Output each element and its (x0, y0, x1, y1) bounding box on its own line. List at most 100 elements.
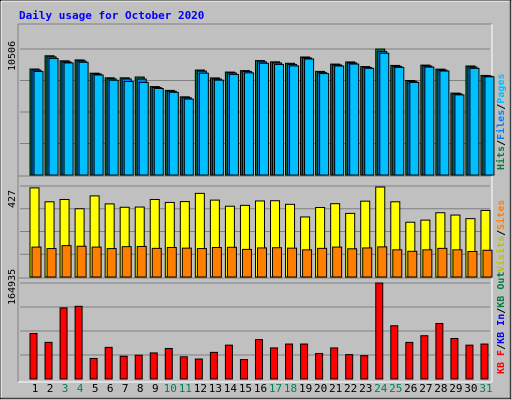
bar-sites-day-26 (407, 250, 418, 278)
day-label-4: 4 (77, 382, 84, 395)
bar-kb_f-day-13 (209, 351, 218, 380)
day-label-1: 1 (32, 382, 39, 395)
day-label-5: 5 (92, 382, 99, 395)
bar-pages-day-20 (319, 73, 330, 176)
legend-sites: Sites (495, 200, 507, 230)
bar-sites-day-11 (181, 247, 192, 278)
bar-kb_f-day-8 (134, 354, 143, 380)
bar-kb_f-day-17 (270, 347, 279, 380)
bar-kb_f-day-11 (179, 356, 188, 380)
day-label-26: 26 (404, 382, 417, 395)
bar-pages-day-27 (424, 66, 435, 176)
day-label-11: 11 (179, 382, 192, 395)
bar-pages-day-29 (454, 94, 465, 176)
bar-sites-day-24 (377, 246, 388, 278)
bar-kb_f-day-10 (164, 347, 173, 380)
bar-pages-day-4 (78, 61, 89, 176)
bar-kb_f-day-2 (44, 341, 53, 380)
panel-hits_files_pages: 10506 Hits/Files/Pages (7, 23, 507, 179)
x-axis-day-labels: 1 2 3 4 5 6 7 8 9 10 11 12 13 14 15 16 17 18 19 20 21 22 23 24 2… (32, 382, 493, 395)
bar-kb_f-day-23 (360, 355, 369, 380)
day-label-13: 13 (209, 382, 222, 395)
bar-kb_f-day-20 (315, 352, 324, 380)
bar-pages-day-13 (213, 79, 224, 176)
bar-sites-day-18 (287, 247, 298, 278)
bar-sites-day-21 (332, 246, 343, 278)
bar-kb_f-day-4 (74, 305, 83, 380)
bar-kb_f-day-6 (104, 346, 113, 380)
bar-kb_f-day-1 (29, 332, 38, 380)
day-label-23: 23 (359, 382, 372, 395)
bar-sites-day-22 (347, 248, 358, 278)
bar-pages-day-15 (243, 72, 254, 176)
bar-kb_f-day-26 (405, 341, 414, 380)
panel-legend: KB F/KB In/KB Out (496, 272, 507, 374)
bar-sites-day-1 (31, 246, 42, 278)
bar-pages-day-6 (108, 79, 119, 176)
day-label-28: 28 (434, 382, 447, 395)
bar-sites-day-19 (302, 249, 313, 278)
day-label-9: 9 (152, 382, 159, 395)
bar-pages-day-17 (274, 63, 285, 176)
day-label-16: 16 (254, 382, 267, 395)
day-label-3: 3 (62, 382, 69, 395)
bar-pages-day-9 (153, 87, 164, 176)
bar-sites-day-30 (467, 251, 478, 278)
bar-pages-day-10 (168, 91, 179, 176)
bar-pages-day-18 (289, 65, 300, 176)
bar-sites-day-9 (151, 247, 162, 278)
panel-max-label: 10506 (7, 41, 18, 71)
bar-sites-day-13 (211, 247, 222, 278)
bar-kb_f-day-24 (375, 282, 384, 380)
bar-sites-day-20 (317, 247, 328, 278)
bar-pages-day-25 (394, 66, 405, 176)
panel-kb: 164935 KB F/KB In/KB Out (7, 269, 507, 383)
bar-sites-day-8 (136, 245, 147, 278)
bar-kb_f-day-3 (59, 307, 68, 380)
legend-visits: Visits (495, 236, 507, 272)
bar-pages-day-21 (334, 65, 345, 176)
bar-kb_f-day-28 (435, 323, 444, 380)
day-label-21: 21 (329, 382, 342, 395)
day-label-30: 30 (464, 382, 477, 395)
panel-max-label: 427 (7, 190, 18, 208)
legend-pages: Pages (496, 74, 507, 104)
day-label-12: 12 (194, 382, 207, 395)
legend-kb-in: KB In (496, 314, 507, 344)
bar-sites-day-10 (166, 247, 177, 278)
legend-files: Files (495, 110, 507, 140)
bar-sites-day-3 (61, 245, 72, 278)
bar-sites-day-23 (362, 247, 373, 278)
bar-pages-day-5 (93, 74, 104, 176)
legend-hits: Hits (495, 146, 507, 170)
day-label-19: 19 (299, 382, 312, 395)
bar-pages-day-11 (183, 98, 194, 176)
bar-kb_f-day-30 (465, 344, 474, 380)
day-label-15: 15 (239, 382, 252, 395)
panel-legend: Hits/Files/Pages (495, 74, 507, 170)
bar-sites-day-5 (91, 246, 102, 278)
bar-pages-day-16 (258, 62, 269, 176)
bar-sites-day-28 (437, 247, 448, 278)
bar-kb_f-day-16 (254, 339, 263, 380)
bar-kb_f-day-14 (224, 344, 233, 380)
day-label-7: 7 (122, 382, 129, 395)
bar-kb_f-day-21 (330, 347, 339, 380)
day-label-8: 8 (137, 382, 144, 395)
bar-sites-day-31 (482, 249, 493, 278)
bar-kb_f-day-19 (300, 343, 309, 380)
bar-pages-day-14 (228, 73, 239, 176)
bar-sites-day-27 (422, 249, 433, 278)
bar-kb_f-day-27 (420, 335, 429, 380)
day-label-14: 14 (224, 382, 238, 395)
bar-kb_f-day-5 (89, 357, 98, 380)
day-label-2: 2 (47, 382, 54, 395)
bar-sites-day-6 (106, 248, 117, 278)
bar-pages-day-12 (198, 72, 209, 176)
day-label-22: 22 (344, 382, 357, 395)
day-label-18: 18 (284, 382, 297, 395)
bar-kb_f-day-7 (119, 355, 128, 380)
bar-kb_f-day-31 (480, 343, 489, 380)
panel-visits_sites: 427 Visits/Sites (7, 175, 507, 281)
